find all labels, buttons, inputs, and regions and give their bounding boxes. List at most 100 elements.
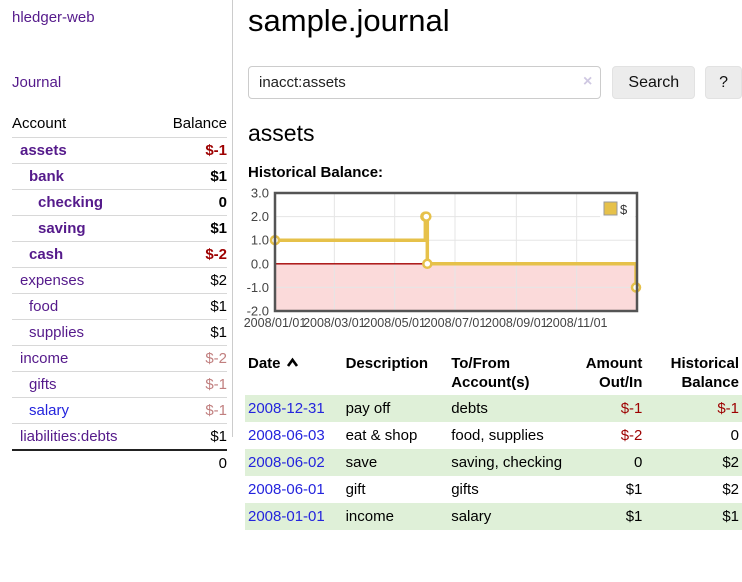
register-cell-accounts: debts (451, 400, 488, 417)
register-col-description: Description (345, 355, 429, 372)
account-link-salary[interactable]: salary (29, 402, 70, 419)
svg-text:2008/07/01: 2008/07/01 (424, 316, 487, 330)
register-cell-accounts: gifts (451, 481, 479, 498)
register-row: 2008-01-01 income salary $1 $1 (245, 503, 742, 530)
accounts-total-spacer (12, 449, 155, 476)
register-cell-date: 2008-01-01 (245, 503, 343, 530)
account-link-checking[interactable]: checking (38, 194, 104, 211)
svg-text:2008/09/01: 2008/09/01 (485, 316, 548, 330)
register-cell-amount: $1 (625, 481, 643, 498)
search-button[interactable]: Search (612, 66, 696, 99)
transaction-date-link[interactable]: 2008-12-31 (248, 400, 325, 417)
register-col-amount: Amount Out/In (571, 351, 645, 395)
account-balance: $-2 (154, 345, 227, 372)
accounts-total-value: 0 (154, 449, 227, 476)
svg-text:0.0: 0.0 (251, 256, 269, 271)
account-link-expenses[interactable]: expenses (20, 272, 85, 289)
historical-balance-chart: $3.0 2.0 1.0 0.0 -1.0 -2.0 2008/01/01 2008/03/0… (244, 185, 742, 333)
sidebar-item-journal[interactable]: Journal (12, 74, 62, 91)
register-cell-balance: $1 (722, 508, 739, 525)
account-row: saving $1 (12, 215, 227, 242)
account-heading: assets (248, 120, 315, 146)
svg-text:-2.0: -2.0 (247, 304, 269, 319)
chart-canvas: $3.0 2.0 1.0 0.0 -1.0 -2.02008/01/012008/03/0… (244, 186, 642, 330)
transaction-date-link[interactable]: 2008-06-03 (248, 427, 325, 444)
svg-text:-1.0: -1.0 (247, 280, 269, 295)
svg-text:2008/11/01: 2008/11/01 (546, 316, 608, 330)
register-cell-balance: $2 (722, 454, 739, 471)
register-cell-accounts: saving, checking (451, 454, 563, 471)
accounts-header-balance: Balance (172, 115, 227, 132)
register-cell-amount: $-1 (620, 400, 643, 417)
register-col-balance-line1: Historical (670, 355, 739, 372)
register-cell-date: 2008-06-02 (245, 449, 343, 476)
account-row: cash $-2 (12, 241, 227, 268)
sidebar: hledger-web Journal Account Balance asse… (0, 0, 233, 476)
register-row: 2008-06-02 save saving, checking 0 $2 (245, 449, 742, 476)
account-link-assets[interactable]: assets (20, 142, 67, 159)
search-form: × Search ? (248, 66, 742, 99)
register-cell-date: 2008-12-31 (245, 395, 343, 422)
account-link-bank[interactable]: bank (29, 168, 65, 185)
transaction-date-link[interactable]: 2008-01-01 (248, 508, 325, 525)
account-balance: $1 (154, 423, 227, 450)
register-cell-amount: $1 (625, 508, 643, 525)
account-balance: $1 (154, 215, 227, 242)
register-cell-balance: $2 (722, 481, 739, 498)
page-title: sample.journal (248, 3, 450, 38)
register-cell-accounts: food, supplies (451, 427, 544, 444)
account-link-liabilities-debts[interactable]: liabilities:debts (20, 428, 118, 445)
register-cell-balance: $-1 (717, 400, 739, 417)
search-input[interactable] (248, 66, 602, 99)
register-cell-balance: 0 (730, 427, 739, 444)
app-title-link[interactable]: hledger-web (12, 9, 95, 26)
account-row: assets $-1 (12, 137, 227, 164)
register-col-balance-line2: Balance (681, 374, 739, 391)
register-cell-description: eat & shop (345, 427, 418, 444)
account-balance: $1 (154, 163, 227, 190)
register-cell-description: income (345, 508, 394, 525)
register-col-accounts-line2: Account(s) (451, 374, 530, 391)
help-button[interactable]: ? (705, 66, 742, 99)
account-balance: $1 (154, 319, 227, 346)
search-box: × (248, 66, 602, 99)
account-link-income[interactable]: income (20, 350, 69, 367)
register-col-amount-line1: Amount (585, 355, 643, 372)
account-row: salary $-1 (12, 397, 227, 424)
account-balance: $-1 (154, 397, 227, 424)
account-link-food[interactable]: food (29, 298, 59, 315)
transaction-date-link[interactable]: 2008-06-01 (248, 481, 325, 498)
register-col-accounts-line1: To/From (451, 355, 511, 372)
register-cell-amount: $-2 (620, 427, 643, 444)
chart-heading: Historical Balance: (248, 164, 384, 181)
svg-text:$: $ (620, 202, 628, 217)
accounts-total-row: 0 (12, 449, 227, 476)
register-cell-description: gift (345, 481, 366, 498)
account-link-cash[interactable]: cash (29, 246, 64, 263)
account-row: liabilities:debts $1 (12, 423, 227, 450)
svg-text:2008/03/01: 2008/03/01 (303, 316, 366, 330)
accounts-balance-table: Account Balance assets $-1 bank $1 checking 0… (12, 109, 227, 476)
account-row: checking 0 (12, 189, 227, 216)
account-balance: $2 (154, 267, 227, 294)
account-balance: 0 (154, 189, 227, 216)
account-balance: $-1 (154, 137, 227, 164)
transaction-date-link[interactable]: 2008-06-02 (248, 454, 325, 471)
account-link-saving[interactable]: saving (38, 220, 86, 237)
svg-text:3.0: 3.0 (251, 186, 269, 201)
register-cell-date: 2008-06-01 (245, 476, 343, 503)
svg-text:2.0: 2.0 (251, 209, 269, 224)
register-row: 2008-06-03 eat & shop food, supplies $-2 0 (245, 422, 742, 449)
svg-text:1.0: 1.0 (251, 233, 269, 248)
account-link-supplies[interactable]: supplies (29, 324, 85, 341)
register-col-date[interactable]: Date (245, 351, 343, 395)
register-cell-amount: 0 (634, 454, 643, 471)
account-row: gifts $-1 (12, 371, 227, 398)
register-cell-description: save (345, 454, 378, 471)
account-link-gifts[interactable]: gifts (29, 376, 57, 393)
register-col-date-label: Date (248, 355, 281, 372)
svg-text:2008/05/01: 2008/05/01 (363, 316, 426, 330)
register-header-row: Date Description To/From Account(s) Amou… (245, 351, 742, 395)
clear-search-icon[interactable]: × (583, 73, 593, 90)
sort-ascending-icon (286, 354, 299, 373)
